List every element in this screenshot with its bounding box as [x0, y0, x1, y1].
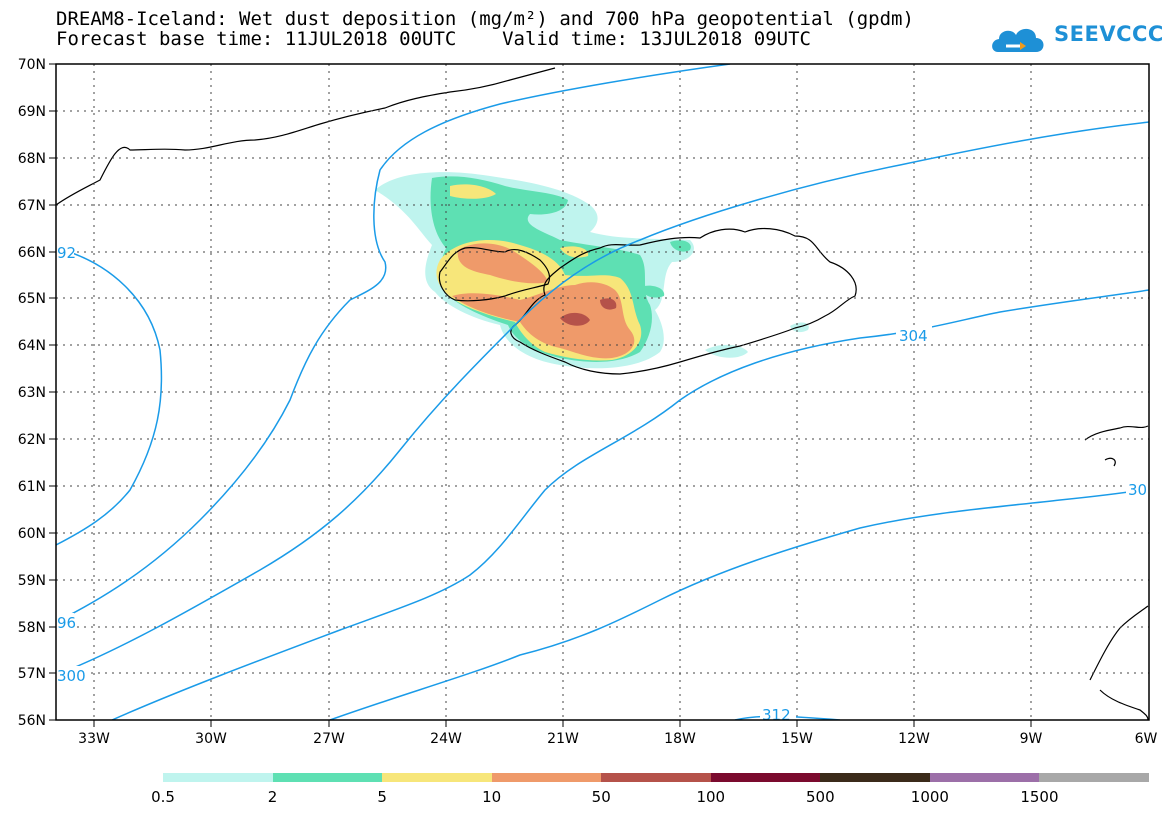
lat-label: 59N	[18, 573, 46, 589]
lat-label: 66N	[18, 245, 46, 261]
lat-label: 68N	[18, 151, 46, 167]
lat-label: 70N	[18, 57, 46, 73]
lat-label: 62N	[18, 432, 46, 448]
lon-label: 24W	[430, 731, 462, 747]
legend-label: 2	[267, 788, 278, 806]
lat-label: 63N	[18, 385, 46, 401]
lat-label: 57N	[18, 666, 46, 682]
contour-label-30: 30	[1128, 481, 1147, 499]
legend-label: 0.5	[151, 788, 175, 806]
lat-label: 65N	[18, 291, 46, 307]
geopotential-contours	[56, 64, 1149, 720]
contour-308	[329, 488, 1149, 720]
legend-label: 1000	[910, 788, 949, 806]
longitude-labels: 33W 30W 27W 24W 21W 18W 15W 12W 9W 6W	[78, 731, 1157, 747]
seevccc-logo-text: SEEVCCC	[1054, 22, 1164, 46]
lon-label: 6W	[1135, 731, 1158, 747]
legend-label: 5	[377, 788, 387, 806]
lon-label: 27W	[313, 731, 345, 747]
legend-label: 1500	[1020, 788, 1059, 806]
legend-label: 500	[806, 788, 835, 806]
contour-label-312: 312	[762, 706, 791, 724]
lon-label: 18W	[664, 731, 696, 747]
lon-label: 33W	[78, 731, 110, 747]
legend-label: 50	[591, 788, 611, 806]
lon-label: 21W	[547, 731, 579, 747]
legend-color-box	[710, 773, 821, 782]
contour-304	[111, 289, 1149, 720]
contour-300	[56, 121, 1149, 676]
contour-292	[56, 247, 163, 546]
lat-label: 61N	[18, 479, 46, 495]
lat-label: 60N	[18, 526, 46, 542]
lat-label: 64N	[18, 338, 46, 354]
contour-label-304: 304	[899, 327, 928, 345]
dust-deposition-field	[375, 172, 809, 369]
legend-color-box	[491, 773, 602, 782]
legend-color-box	[382, 773, 493, 782]
legend-color-box	[820, 773, 931, 782]
lon-label: 15W	[781, 731, 813, 747]
contour-296	[56, 64, 731, 623]
lon-label: 30W	[195, 731, 227, 747]
map-title-line2: Forecast base time: 11JUL2018 00UTC Vali…	[56, 28, 811, 50]
lat-label: 69N	[18, 104, 46, 120]
lat-label: 56N	[18, 713, 46, 729]
contour-label-300: 300	[57, 667, 86, 685]
map-title-line1: DREAM8-Iceland: Wet dust deposition (mg/…	[56, 8, 914, 30]
legend-color-box	[163, 773, 274, 782]
seevccc-cloud-logo-icon	[992, 28, 1044, 52]
coastlines	[56, 67, 1149, 720]
legend-color-box	[272, 773, 383, 782]
axis-ticks	[49, 63, 1032, 727]
lon-label: 9W	[1020, 731, 1043, 747]
legend-color-box	[929, 773, 1040, 782]
lat-label: 67N	[18, 198, 46, 214]
lon-label: 12W	[898, 731, 930, 747]
legend-label: 100	[696, 788, 726, 806]
contour-label-96: 96	[57, 614, 76, 632]
legend-color-box	[601, 773, 712, 782]
grid-lines	[56, 64, 1149, 720]
contour-label-layer: 92 96 300 304 30 312	[52, 243, 1149, 724]
latitude-labels: 56N 57N 58N 59N 60N 61N 62N 63N 64N 65N …	[18, 57, 46, 729]
contour-label-92: 92	[57, 244, 76, 262]
lat-label: 58N	[18, 620, 46, 636]
legend-color-box	[1039, 773, 1150, 782]
legend-label: 10	[482, 788, 502, 806]
